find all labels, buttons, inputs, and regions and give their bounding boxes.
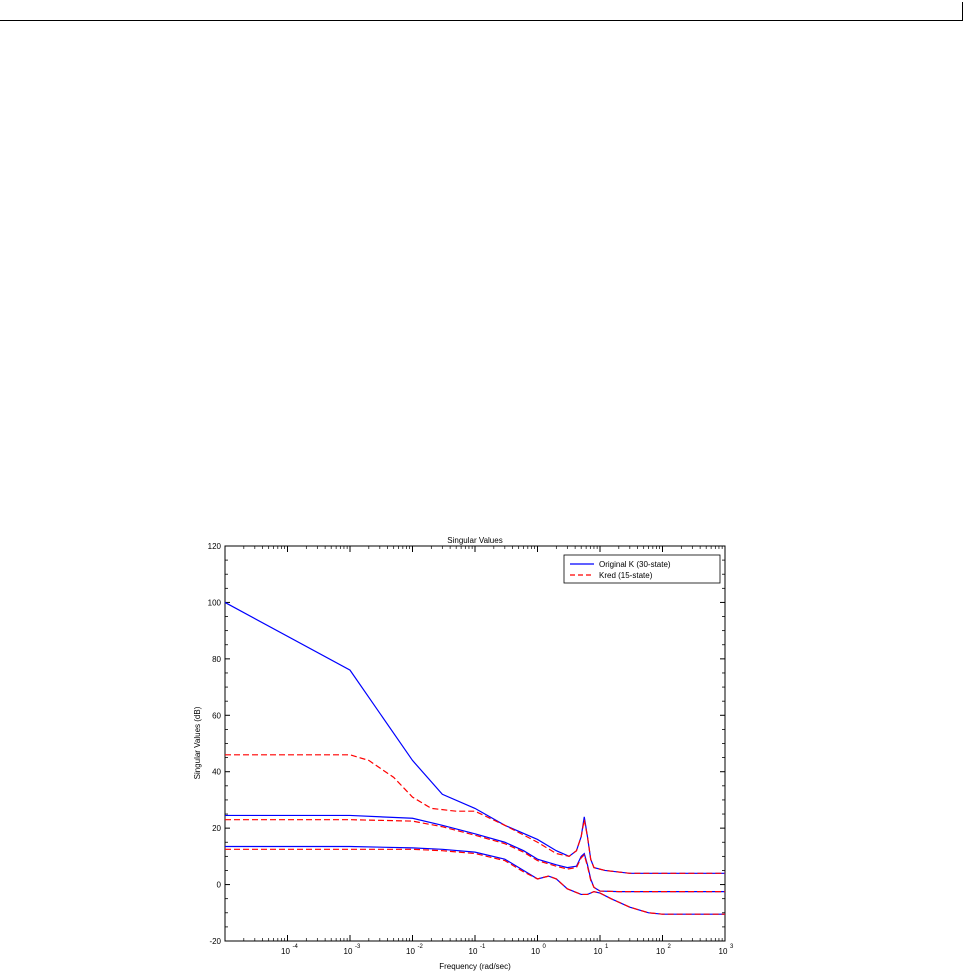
x-tick-label-base: 10 xyxy=(719,947,728,956)
x-tick-label-base: 10 xyxy=(281,947,290,956)
x-axis-label: Frequency (rad/sec) xyxy=(439,962,511,971)
y-tick-label: 20 xyxy=(212,824,221,833)
y-tick-label: 40 xyxy=(212,768,221,777)
legend-box xyxy=(563,554,721,584)
series-kred-line-3 xyxy=(225,848,725,915)
legend-label-kred: Kred (15-state) xyxy=(599,571,653,580)
x-tick-label-base: 10 xyxy=(531,947,540,956)
x-tick-label-base: 10 xyxy=(469,947,478,956)
chart-title: Singular Values xyxy=(447,536,502,545)
page-header-rule xyxy=(0,20,963,21)
series-kred-line-2 xyxy=(225,819,725,893)
x-tick-label-exponent: -4 xyxy=(293,944,299,950)
x-tick-label-base: 10 xyxy=(594,947,603,956)
x-tick-label-exponent: 1 xyxy=(605,944,609,950)
y-tick-label: 120 xyxy=(208,542,222,551)
x-tick-label-exponent: -1 xyxy=(480,944,486,950)
legend-label-original: Original K (30-state) xyxy=(599,560,671,569)
series-lines xyxy=(224,601,725,915)
x-tick-label-base: 10 xyxy=(406,947,415,956)
page-header-rule-tick xyxy=(962,2,963,20)
legend: Original K (30-state) Kred (15-state) xyxy=(563,554,721,584)
y-tick-label: 60 xyxy=(212,711,221,720)
x-tick-label-exponent: 3 xyxy=(730,944,734,950)
y-tick-label: -20 xyxy=(209,937,221,946)
x-tick-label-exponent: -2 xyxy=(418,944,424,950)
y-axis-label: Singular Values (dB) xyxy=(193,706,202,779)
y-tick-label: 80 xyxy=(212,655,221,664)
y-tick-label: 0 xyxy=(217,881,222,890)
series-kred-line-1 xyxy=(225,754,725,874)
x-tick-label-base: 10 xyxy=(344,947,353,956)
x-tick-label-exponent: -3 xyxy=(355,944,361,950)
x-tick-label-exponent: 0 xyxy=(543,944,547,950)
plot-area xyxy=(224,545,726,942)
y-tick-label: 100 xyxy=(208,598,222,607)
x-tick-label-exponent: 2 xyxy=(668,944,672,950)
x-tick-label-base: 10 xyxy=(656,947,665,956)
